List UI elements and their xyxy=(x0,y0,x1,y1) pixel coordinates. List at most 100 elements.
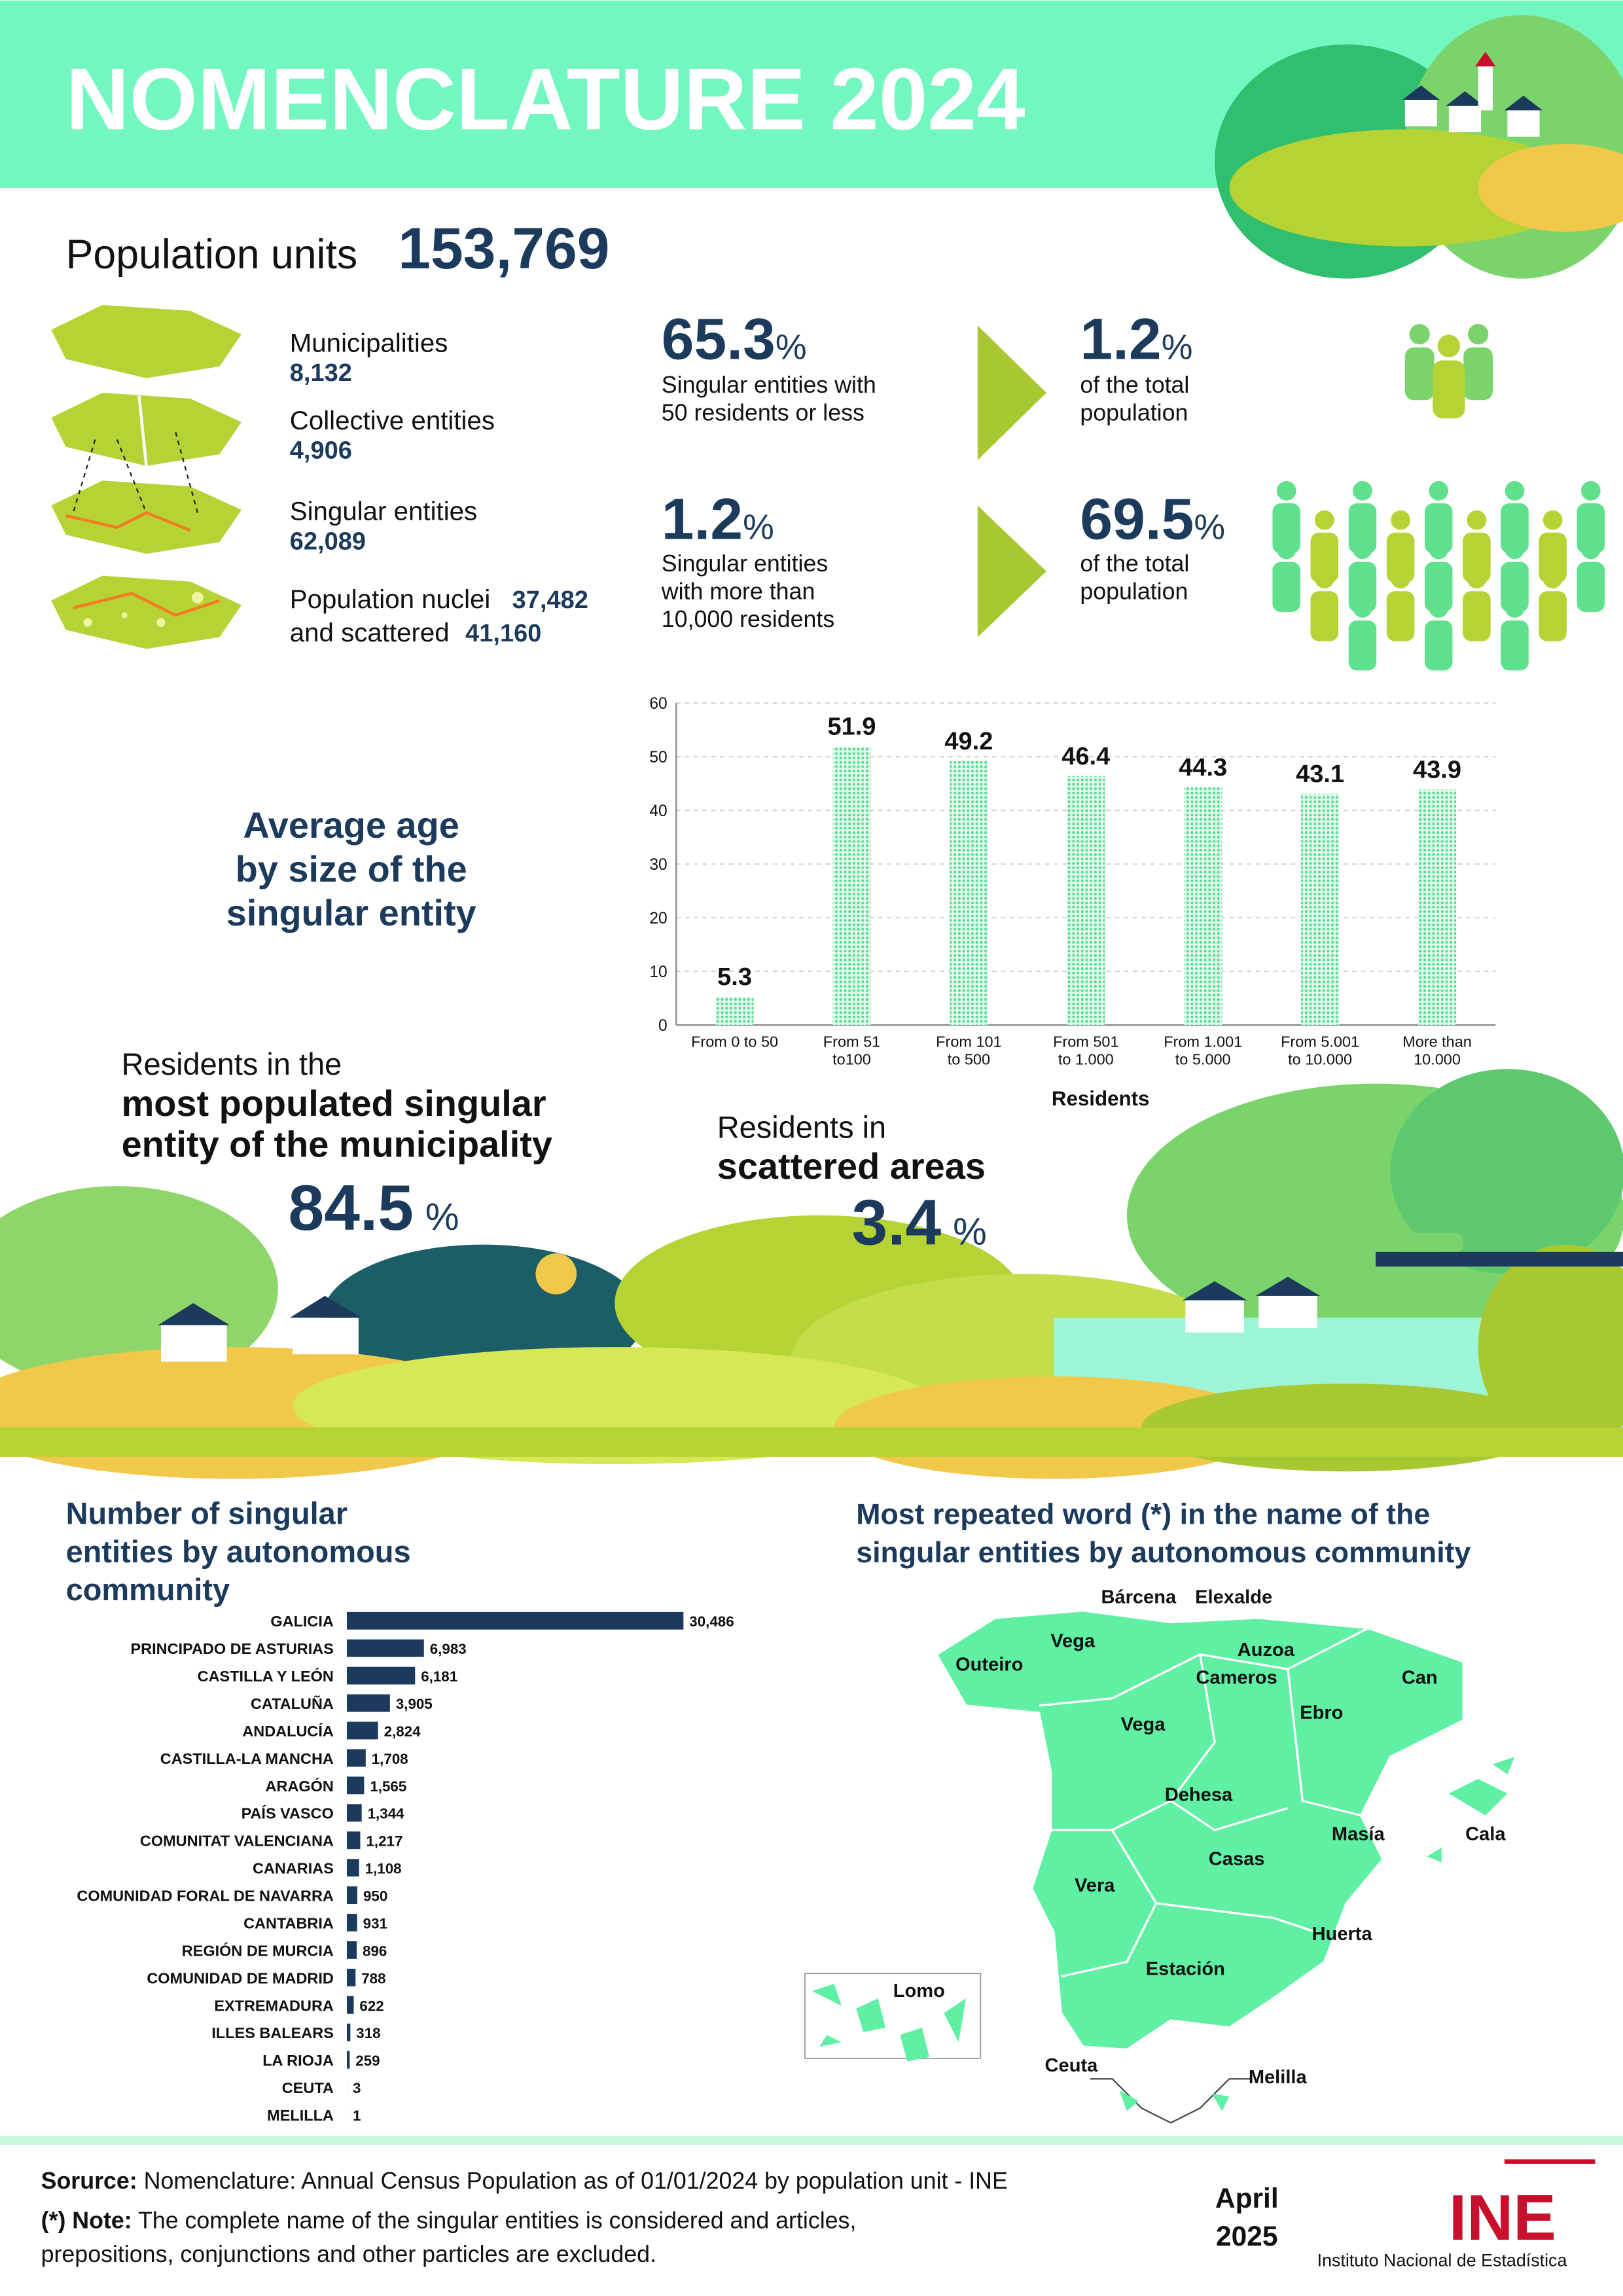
footer-rule xyxy=(0,2136,1623,2145)
bar xyxy=(346,1639,424,1657)
nuclei-label: Population nuclei xyxy=(290,584,491,614)
x-tick-label: From 51 to100 xyxy=(823,1033,880,1068)
data-label: 43.9 xyxy=(1413,756,1461,783)
data-label: 1,217 xyxy=(366,1833,402,1850)
bar xyxy=(346,1859,359,1877)
person-body xyxy=(1539,532,1567,583)
person-head xyxy=(1505,539,1525,560)
person-head xyxy=(1353,481,1372,501)
person-body xyxy=(1463,532,1491,583)
y-tick-label: PAÍS VASCO xyxy=(241,1804,334,1822)
unit: % xyxy=(743,508,774,547)
data-label: 259 xyxy=(355,2053,380,2069)
bar xyxy=(346,2023,351,2041)
bar xyxy=(1067,776,1105,1026)
bar xyxy=(346,1776,365,1795)
person-head xyxy=(1429,539,1449,560)
text-line: From 1.001 xyxy=(1164,1033,1242,1050)
text-line: to 500 xyxy=(948,1051,990,1068)
person-body xyxy=(1501,562,1529,612)
headline: scattered areas xyxy=(717,1145,986,1187)
x-tick-label: From 1.001 to 5.000 xyxy=(1164,1033,1242,1068)
headline: most populated singular entity of the mun… xyxy=(122,1083,552,1165)
note: (*) Note: The complete name of the singu… xyxy=(41,2207,857,2233)
person-body xyxy=(1348,620,1377,671)
person-head xyxy=(1314,569,1334,588)
unit-label: Collective entities xyxy=(290,406,495,435)
data-label: 2,824 xyxy=(384,1723,421,1740)
text-line: From 501 xyxy=(1053,1033,1118,1050)
person-body xyxy=(1463,591,1491,641)
text-line: From 5.001 xyxy=(1281,1033,1359,1050)
data-label: 43.1 xyxy=(1296,761,1344,788)
highlight-value: 1.2% xyxy=(1080,306,1192,372)
y-tick-label: 20 xyxy=(649,910,667,927)
y-tick-label: CANARIAS xyxy=(253,1860,334,1877)
data-label: 3,905 xyxy=(396,1696,433,1712)
text-line: 10,000 residents xyxy=(662,606,834,632)
bar xyxy=(346,1721,378,1740)
number: 1.2 xyxy=(1080,306,1161,372)
map-label: Vega xyxy=(1050,1631,1096,1652)
data-label: 5.3 xyxy=(717,963,752,991)
x-tick-label: From 0 to 50 xyxy=(691,1033,778,1050)
text-line: singular entities by autonomous communit… xyxy=(856,1537,1471,1569)
person-head xyxy=(1429,481,1449,501)
unit-value: 62,089 xyxy=(290,528,366,555)
y-tick-label: MELILLA xyxy=(267,2107,334,2124)
y-tick-label: COMUNITAT VALENCIANA xyxy=(140,1833,334,1850)
person-head xyxy=(1353,598,1372,618)
highlight-text: of the total population xyxy=(1080,550,1189,604)
text-line: April xyxy=(1215,2183,1279,2214)
bar xyxy=(346,1914,357,1931)
y-tick-label: PRINCIPADO DE ASTURIAS xyxy=(131,1640,334,1657)
person-head xyxy=(1353,539,1372,560)
data-label: 6,983 xyxy=(430,1641,467,1657)
community-chart: GALICIA 30,486 PRINCIPADO DE ASTURIAS 6,983… xyxy=(77,1611,734,2124)
map-label: Ceuta xyxy=(1045,2055,1099,2076)
bar xyxy=(346,1886,358,1905)
map-label: Melilla xyxy=(1249,2067,1308,2088)
text-line: to 5.000 xyxy=(1175,1051,1231,1068)
big-value: 3.4% xyxy=(851,1187,986,1259)
text-line: entities by autonomous xyxy=(66,1534,411,1569)
bar xyxy=(346,1968,356,1986)
highlight-value: 1.2% xyxy=(662,486,774,552)
text-line: Singular entities xyxy=(662,550,828,577)
note-label: (*) Note: xyxy=(41,2207,132,2233)
population-units-label: Population units xyxy=(66,232,358,278)
number: 3.4 xyxy=(851,1187,941,1259)
number: 65.3 xyxy=(662,306,776,372)
text-line: Number of singular xyxy=(66,1496,348,1531)
person-body xyxy=(1310,532,1339,583)
map-label: Cala xyxy=(1465,1824,1506,1845)
y-tick-label: REGIÓN DE MURCIA xyxy=(182,1941,334,1959)
map-label: Dehesa xyxy=(1165,1784,1233,1805)
person-body xyxy=(1348,503,1377,554)
person-head xyxy=(1580,539,1601,560)
x-tick-label: From 501 to 1.000 xyxy=(1053,1033,1118,1068)
data-label: 51.9 xyxy=(828,713,876,741)
text-line: community xyxy=(66,1572,230,1607)
unit: % xyxy=(1194,508,1225,547)
y-tick-label: COMUNIDAD DE MADRID xyxy=(147,1969,334,1986)
person-body xyxy=(1501,503,1529,554)
person-head xyxy=(1467,323,1489,345)
intro: Residents in the xyxy=(122,1047,342,1081)
text-line: with more than xyxy=(661,578,815,604)
map-label: Casas xyxy=(1209,1849,1265,1870)
data-label: 44.3 xyxy=(1179,754,1227,781)
y-tick-label: 50 xyxy=(649,749,667,766)
person-body xyxy=(1386,532,1415,583)
map-label: Vera xyxy=(1075,1875,1115,1896)
person-head xyxy=(1429,598,1449,618)
text-line: population xyxy=(1080,400,1188,426)
person-head xyxy=(1467,510,1487,530)
y-tick-label: 60 xyxy=(649,695,667,713)
text-line: From 51 xyxy=(823,1033,880,1050)
note-text: prepositions, conjunctions and other par… xyxy=(41,2241,656,2267)
person-head xyxy=(1543,569,1563,588)
unit: % xyxy=(776,328,807,367)
bar xyxy=(346,1611,684,1630)
